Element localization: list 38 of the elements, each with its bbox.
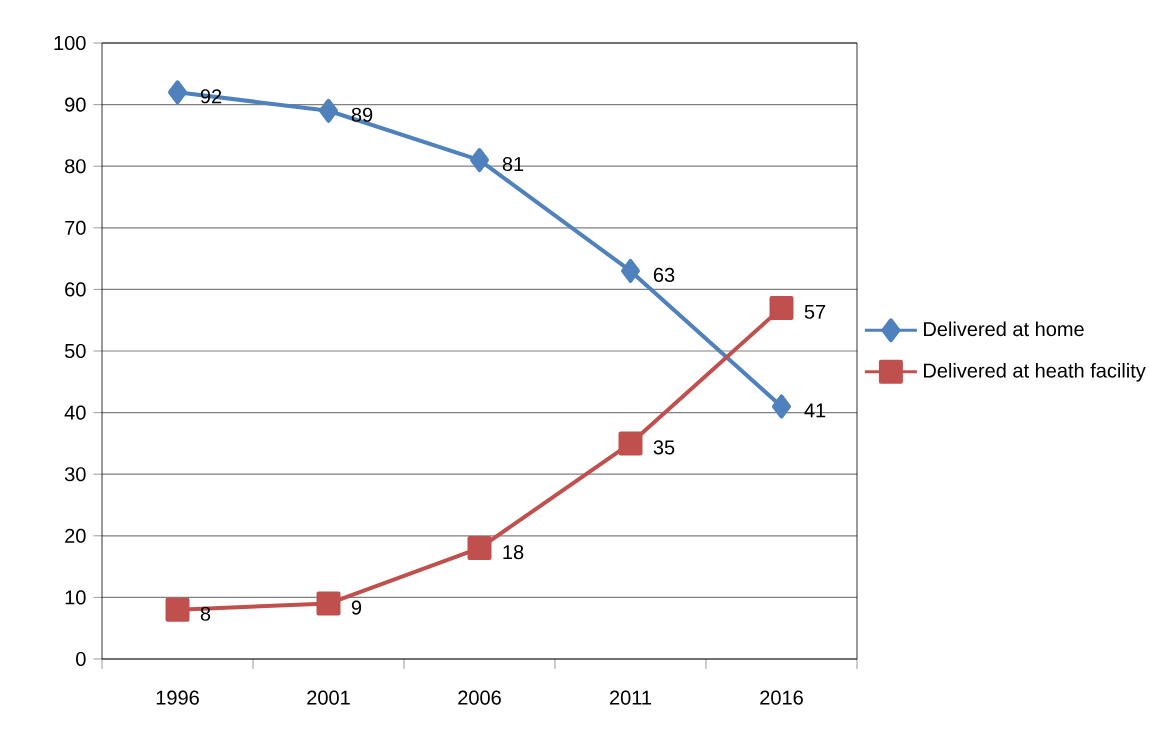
data-label: 8	[200, 606, 211, 621]
y-tick-label: 10	[65, 590, 86, 605]
data-label: 81	[502, 156, 524, 172]
data-label: 41	[804, 403, 826, 418]
y-tick-label: 20	[65, 528, 86, 543]
point	[467, 536, 492, 561]
y-tick-label: 40	[64, 405, 86, 420]
y-tick-label: 80	[65, 159, 86, 174]
y-tick-label: 0	[76, 651, 86, 667]
x-tick-label: 2001	[307, 690, 350, 705]
data-label: 57	[804, 304, 826, 319]
y-tick-label: 70	[65, 220, 86, 235]
y-tick-label: 90	[65, 97, 86, 112]
x-tick-label: 1996	[156, 690, 199, 705]
point	[470, 148, 489, 173]
point	[165, 597, 190, 622]
point	[168, 80, 187, 105]
point	[319, 98, 338, 123]
data-label: 18	[503, 545, 524, 560]
x-tick-label: 2006	[458, 690, 501, 705]
legend-label: Delivered at home	[924, 321, 1084, 337]
point	[316, 591, 341, 616]
y-tick-label: 60	[65, 282, 86, 297]
point	[621, 258, 640, 283]
data-label: 35	[653, 440, 675, 455]
x-tick-label: 2016	[760, 690, 803, 705]
y-tick-label: 30	[64, 467, 86, 482]
data-label: 63	[653, 267, 675, 282]
legend-label: Delivered at heath facility	[924, 363, 1146, 382]
point	[769, 295, 794, 320]
x-tick-label: 2011	[610, 690, 652, 705]
data-label: 9	[351, 600, 362, 615]
y-tick-label: 50	[64, 343, 86, 359]
y-tick-label: 100	[54, 35, 86, 51]
point	[772, 394, 791, 419]
point	[618, 431, 643, 456]
data-label: 92	[200, 89, 222, 104]
data-label: 89	[351, 107, 373, 122]
